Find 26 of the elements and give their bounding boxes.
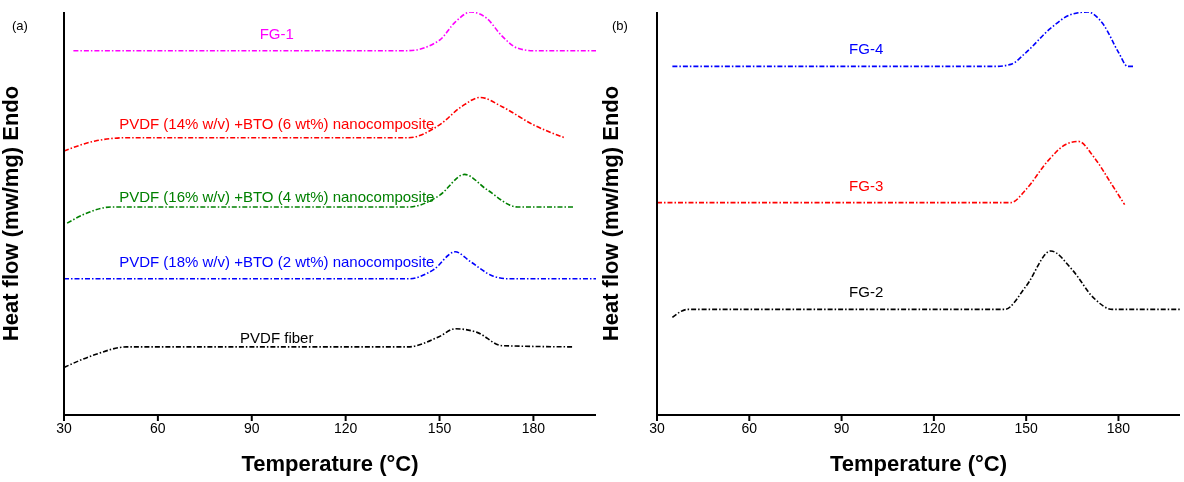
x-tick-label: 30 xyxy=(56,419,72,436)
x-tick-label: 120 xyxy=(333,419,358,436)
text: (b) xyxy=(612,18,628,33)
x-axis-title: Temperature (°C) xyxy=(241,451,419,476)
x-tick-label: 180 xyxy=(1106,419,1131,436)
x-tick-label: 150 xyxy=(427,419,452,436)
series-label: FG-3 xyxy=(849,176,884,194)
series-label: PVDF fiber xyxy=(240,328,314,346)
text: (a) xyxy=(12,18,28,33)
x-tick-label: 90 xyxy=(833,419,850,436)
series-label: PVDF (14% w/v) +BTO (6 wt%) nanocomposite xyxy=(119,114,435,132)
x-tick-label: 120 xyxy=(922,419,946,436)
series-label: FG-4 xyxy=(849,40,884,58)
x-tick-label: 150 xyxy=(1014,419,1039,436)
x-axis-title: Temperature (°C) xyxy=(829,451,1008,476)
series-label: FG-1 xyxy=(259,24,294,42)
x-tick-label: 90 xyxy=(243,419,260,436)
series-label: FG-2 xyxy=(849,283,884,301)
y-axis-title: Heat flow (mw/mg) Endo xyxy=(0,85,23,342)
x-tick-label: 60 xyxy=(150,419,166,436)
x-tick-label: 60 xyxy=(741,419,758,436)
series-label: PVDF (16% w/v) +BTO (4 wt%) nanocomposite xyxy=(119,187,435,205)
x-tick-label: 30 xyxy=(649,419,665,436)
x-tick-label: 180 xyxy=(521,419,546,436)
y-axis-title: Heat flow (mw/mg) Endo xyxy=(597,85,623,342)
series-label: PVDF (18% w/v) +BTO (2 wt%) nanocomposite xyxy=(119,252,435,270)
